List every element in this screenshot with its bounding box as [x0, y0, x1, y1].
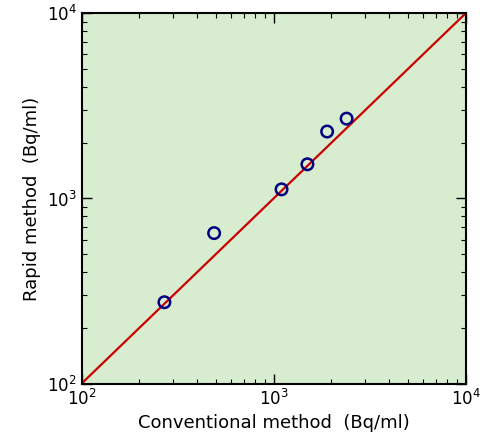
X-axis label: Conventional method  (Bq/ml): Conventional method (Bq/ml)	[138, 414, 409, 432]
Y-axis label: Rapid method  (Bq/ml): Rapid method (Bq/ml)	[23, 96, 41, 301]
Point	[161, 299, 168, 306]
Point	[210, 230, 218, 237]
Point	[343, 115, 350, 122]
Point	[278, 186, 286, 193]
Point	[324, 128, 331, 135]
Point	[303, 161, 311, 168]
